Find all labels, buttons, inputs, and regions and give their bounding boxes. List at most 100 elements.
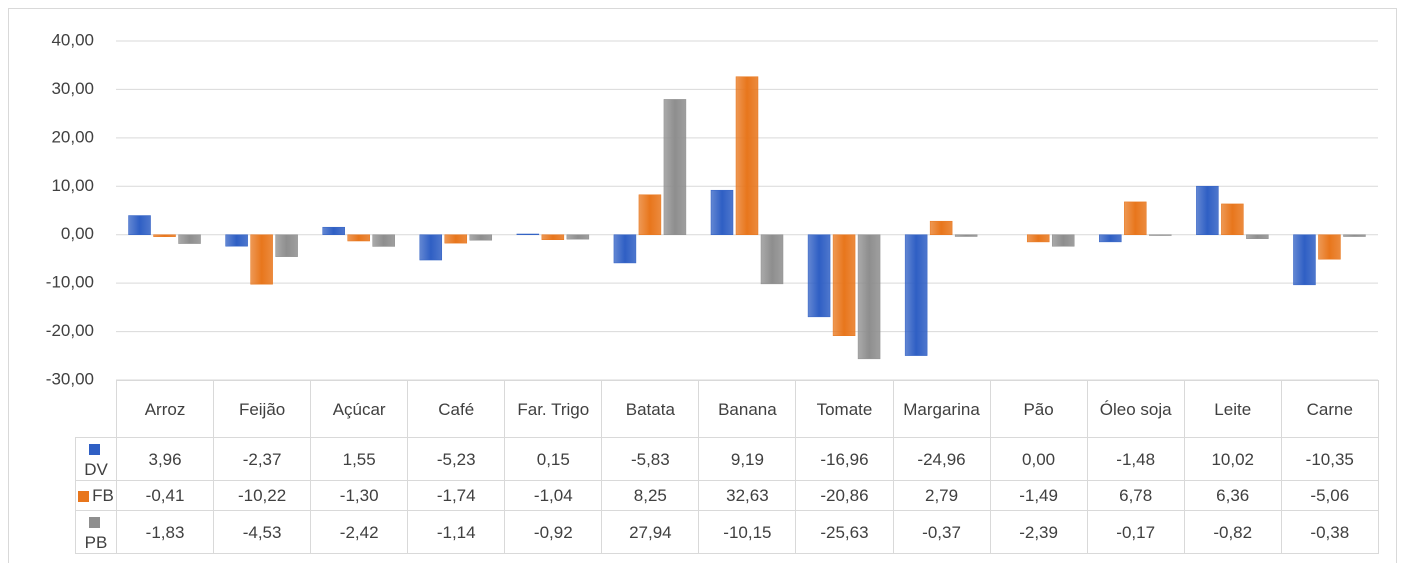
category-label: Margarina (892, 380, 991, 438)
y-tick-label: -10,00 (46, 273, 94, 292)
value-label: -10,35 (1280, 437, 1379, 481)
category-label: Far. Trigo (504, 380, 603, 438)
bar (613, 234, 637, 264)
legend-key (78, 491, 90, 502)
y-tick-label: 0,00 (61, 224, 94, 243)
header-row: Arroz Feijão Açúcar Café Far. Trigo Batata Ban… (75, 380, 1379, 438)
legend-label: FB (92, 486, 114, 505)
bar (663, 99, 687, 235)
bar (128, 215, 151, 235)
category-label: Leite (1183, 380, 1282, 438)
category-label: Pão (989, 380, 1088, 438)
series-row: FB -0,41 -10,22 -1,30 -1,74 -1,04 8,25 32,63 -20… (75, 480, 1379, 511)
bar (419, 234, 443, 261)
value-label: 27,94 (601, 510, 700, 554)
value-label: -5,83 (601, 437, 700, 481)
bar (1026, 234, 1050, 243)
chart-frame (8, 8, 1397, 563)
bar (178, 234, 201, 244)
category-label: Açúcar (310, 380, 409, 438)
bar (807, 234, 831, 318)
value-label: -1,49 (989, 480, 1088, 511)
value-label: -10,22 (213, 480, 312, 511)
value-label: 10,02 (1183, 437, 1282, 481)
value-label: -4,53 (213, 510, 312, 554)
bar (1293, 234, 1316, 286)
value-label: -0,92 (504, 510, 603, 554)
value-label: -0,38 (1280, 510, 1379, 554)
bar (710, 189, 734, 235)
value-label: 0,15 (504, 437, 603, 481)
bar (1318, 234, 1341, 260)
value-label: -5,06 (1280, 480, 1379, 511)
bar (1099, 234, 1122, 243)
value-label: -1,83 (115, 510, 215, 554)
y-tick-label: 10,00 (51, 176, 94, 195)
y-tick-label: 40,00 (51, 30, 94, 49)
bar (1343, 234, 1366, 237)
bar (541, 234, 565, 241)
legend-key (89, 517, 100, 528)
value-label: 8,25 (601, 480, 700, 511)
bar (225, 234, 248, 247)
bar (929, 220, 953, 235)
legend-key (89, 444, 100, 455)
series-row: PB -1,83 -4,53 -2,42 -1,14 -0,92 27,94 -10,15 -2… (75, 510, 1379, 554)
bar (735, 76, 759, 235)
bar (1051, 234, 1075, 247)
value-label: -1,04 (504, 480, 603, 511)
series-row: DV 3,96 -2,37 1,55 -5,23 0,15 -5,83 9,19 -16,96-… (75, 437, 1379, 481)
value-label: -5,23 (407, 437, 506, 481)
bar (1149, 234, 1172, 236)
value-label: -2,37 (213, 437, 312, 481)
value-label: -25,63 (795, 510, 894, 554)
bar (516, 233, 540, 235)
value-label: -20,86 (795, 480, 894, 511)
legend-label: DV (84, 460, 108, 479)
bar (322, 226, 345, 235)
bar (1221, 203, 1244, 235)
bar (566, 234, 590, 240)
legend-cell: FB (75, 480, 117, 511)
value-label: -1,14 (407, 510, 506, 554)
y-tick-label: 20,00 (51, 127, 94, 146)
legend-label: PB (84, 533, 108, 552)
value-label: -10,15 (698, 510, 797, 554)
value-label: 0,00 (989, 437, 1088, 481)
value-label: -2,39 (989, 510, 1088, 554)
bar (275, 234, 298, 257)
category-label: Café (407, 380, 506, 438)
category-label: Batata (601, 380, 700, 438)
value-label: 2,79 (892, 480, 991, 511)
value-label: -1,30 (310, 480, 409, 511)
value-label: -1,48 (1086, 437, 1185, 481)
value-label: -0,82 (1183, 510, 1282, 554)
category-label: Óleo soja (1086, 380, 1185, 438)
bar (857, 234, 881, 360)
y-tick-label: 30,00 (51, 79, 94, 98)
value-label: -24,96 (892, 437, 991, 481)
value-label: 9,19 (698, 437, 797, 481)
value-label: -1,74 (407, 480, 506, 511)
y-tick-label: -20,00 (46, 321, 94, 340)
bar (1124, 201, 1147, 235)
bar (1196, 185, 1219, 235)
legend-cell: PB (75, 510, 117, 554)
bar (760, 234, 784, 285)
category-label: Banana (698, 380, 797, 438)
value-label: -16,96 (795, 437, 894, 481)
legend-cell: DV (75, 437, 117, 481)
category-label: Feijão (213, 380, 312, 438)
category-label: Tomate (795, 380, 894, 438)
value-label: 32,63 (698, 480, 797, 511)
value-label: -2,42 (310, 510, 409, 554)
bar (1246, 234, 1269, 239)
value-label: 6,78 (1086, 480, 1185, 511)
bar (372, 234, 395, 247)
bar (250, 234, 273, 285)
bar (904, 234, 928, 356)
bar (638, 194, 662, 235)
bar (153, 234, 176, 237)
